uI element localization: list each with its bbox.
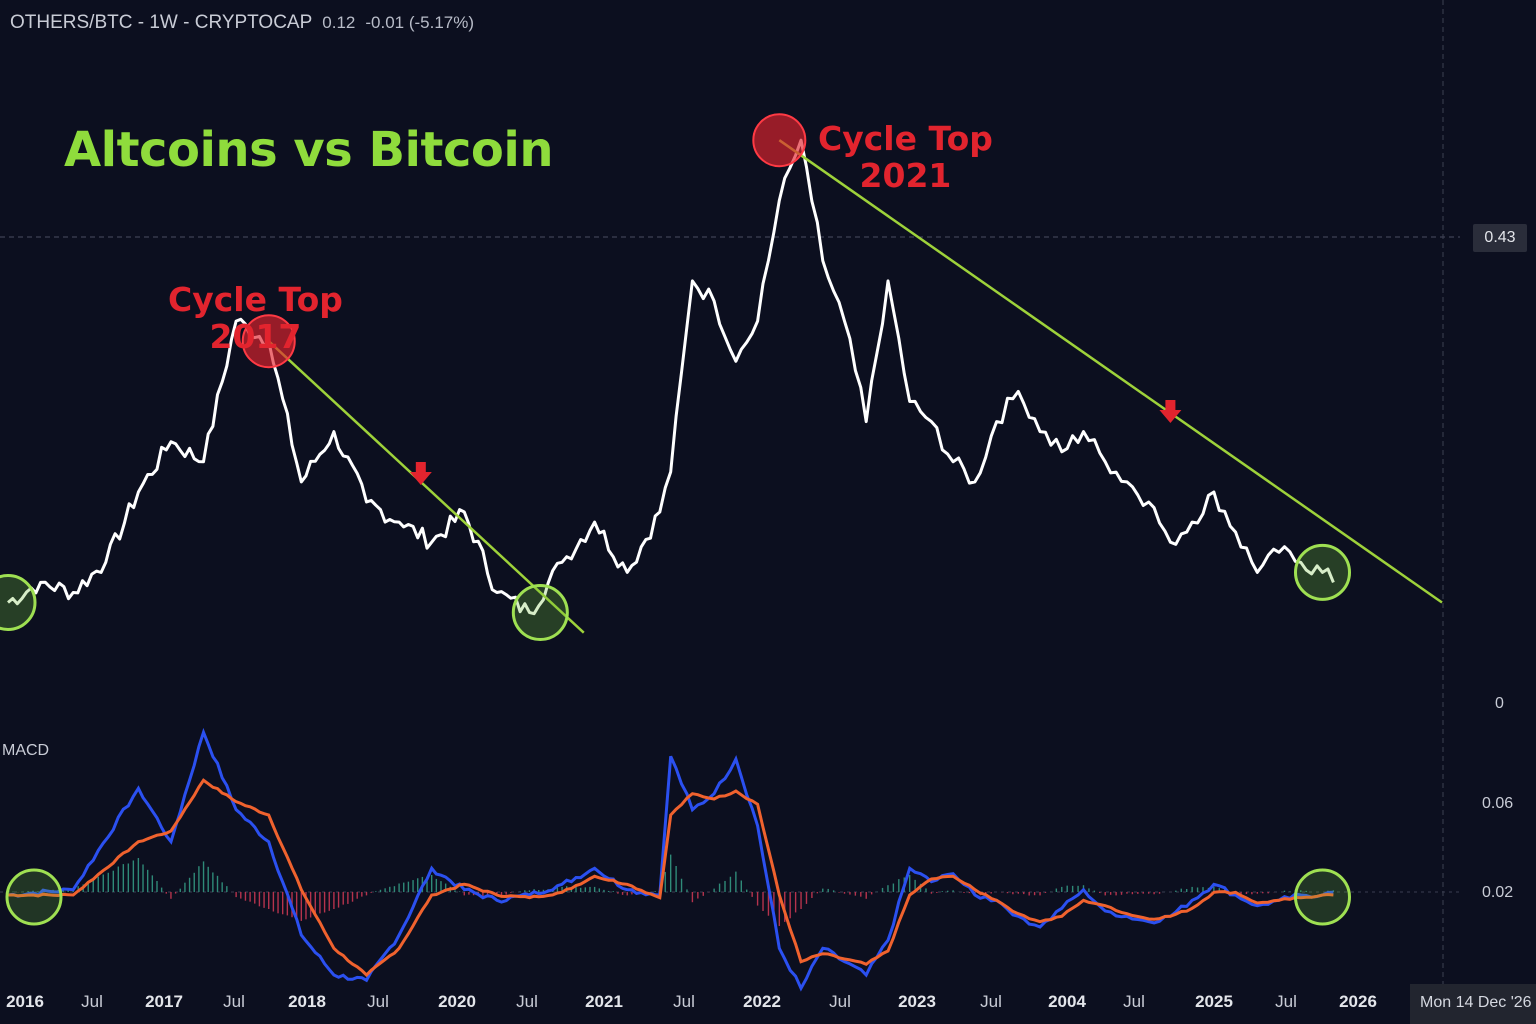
chart-title: Altcoins vs Bitcoin (64, 122, 554, 178)
x-tick-label: 2020 (438, 992, 476, 1011)
cycle-top-2021-line2: 2021 (859, 156, 952, 195)
last-value: 0.12 (322, 13, 356, 32)
x-tick-label: Jul (367, 992, 389, 1011)
x-tick-label: Jul (516, 992, 538, 1011)
x-tick-label: Jul (1275, 992, 1297, 1011)
macd-lines (5, 727, 1351, 992)
cycle-top-2021-line1: Cycle Top (818, 119, 993, 158)
x-tick-label: 2021 (585, 992, 623, 1011)
price-series (7, 138, 1335, 616)
x-tick-label: 2023 (898, 992, 936, 1011)
x-tick-label: Jul (980, 992, 1002, 1011)
trendline-1 (778, 139, 1443, 604)
change-value: -0.01 (-5.17%) (365, 13, 475, 32)
x-tick-label: Jul (829, 992, 851, 1011)
symbol-label: OTHERS/BTC - 1W - CRYPTOCAP (10, 12, 313, 33)
crosshair-price-label: 0.43 (1473, 224, 1527, 252)
bottom-marker-1 (511, 584, 569, 642)
cycle-top-marker-1 (752, 113, 807, 168)
price-line (7, 138, 1335, 616)
chart-markers (0, 113, 1443, 642)
symbol-header[interactable]: OTHERS/BTC - 1W - CRYPTOCAP 0.12 -0.01 (-5… (10, 12, 474, 34)
x-tick-label: 2022 (743, 992, 781, 1011)
x-tick-label: 2017 (145, 992, 183, 1011)
down-arrow-icon-0 (409, 462, 432, 485)
x-tick-label: Jul (223, 992, 245, 1011)
cycle-top-marker-0 (241, 314, 296, 369)
x-tick-label: 2018 (288, 992, 326, 1011)
bottom-marker-0 (0, 574, 37, 631)
x-tick-label: 2004 (1048, 992, 1086, 1011)
macd-axis-tick-1: 0.02 (1482, 884, 1514, 901)
bottom-marker-2 (1294, 543, 1351, 601)
cycle-top-2017-label: Cycle Top 2017 (168, 281, 343, 355)
price-axis-zero: 0 (1495, 695, 1504, 712)
x-tick-label: 2016 (6, 992, 44, 1011)
cycle-top-2017-line2: 2017 (209, 317, 302, 356)
macd-indicator-label[interactable]: MACD (2, 742, 50, 759)
x-tick-label: Jul (81, 992, 103, 1011)
macd-bottom-marker-1 (1294, 868, 1351, 926)
signal-line (7, 778, 1334, 978)
x-tick-label: 2026 (1339, 992, 1377, 1011)
crosshair-date-label: Mon 14 Dec '26 (1410, 984, 1536, 1024)
cycle-top-2021-label: Cycle Top 2021 (818, 120, 993, 194)
x-tick-label: 2025 (1195, 992, 1233, 1011)
cycle-top-2017-line1: Cycle Top (168, 280, 343, 319)
x-tick-label: Jul (1123, 992, 1145, 1011)
macd-axis-tick-0: 0.06 (1482, 795, 1514, 812)
macd-bottom-marker-0 (5, 868, 63, 926)
down-arrow-icon-1 (1159, 400, 1182, 423)
x-tick-label: Jul (673, 992, 695, 1011)
trendline-0 (267, 340, 585, 634)
